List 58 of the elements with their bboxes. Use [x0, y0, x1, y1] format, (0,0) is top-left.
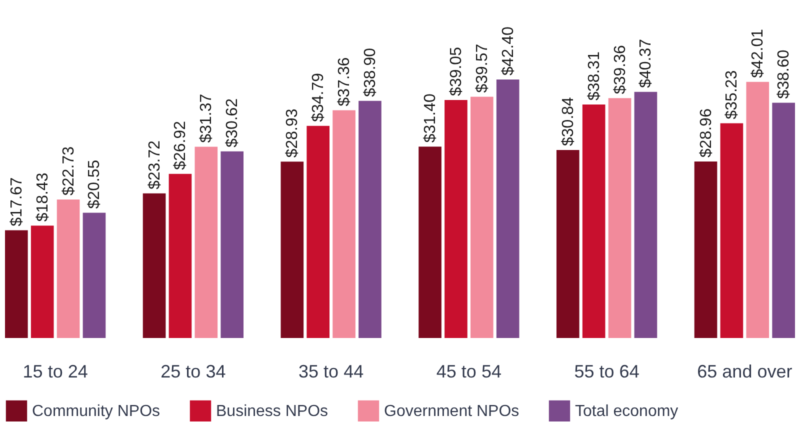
x-tick-label: 15 to 24	[22, 362, 88, 382]
data-label: $31.37	[198, 94, 216, 143]
bar	[418, 146, 442, 338]
data-label: $39.36	[612, 45, 629, 94]
x-tick-label: 45 to 54	[436, 362, 502, 382]
bar	[772, 102, 795, 338]
data-label: $38.60	[776, 50, 793, 99]
bar	[306, 126, 330, 338]
data-label: $34.79	[310, 72, 328, 122]
data-label: $35.23	[724, 70, 741, 120]
bar	[220, 151, 244, 338]
x-tick-label: 35 to 44	[298, 362, 364, 382]
data-label: $39.05	[448, 46, 465, 96]
data-label: $39.57	[474, 44, 491, 93]
x-tick-label: 55 to 64	[574, 362, 640, 382]
data-label: $17.67	[8, 177, 26, 226]
data-label: $26.92	[172, 120, 190, 170]
bar	[556, 150, 580, 338]
bar	[194, 146, 218, 338]
bar	[56, 199, 80, 338]
data-label: $18.43	[34, 172, 52, 222]
data-label: $37.36	[336, 57, 354, 106]
bar	[444, 100, 468, 338]
data-label: $38.90	[362, 48, 379, 97]
bar	[746, 82, 770, 338]
legend-label: Total economy	[575, 402, 678, 420]
bar	[280, 162, 304, 338]
x-tick-label: 25 to 34	[160, 362, 226, 382]
data-label: $30.84	[560, 96, 577, 146]
bar	[634, 92, 658, 338]
bar	[720, 123, 744, 338]
data-label: $20.55	[86, 160, 104, 209]
data-label: $31.40	[422, 94, 440, 143]
bar	[82, 212, 106, 338]
bar	[5, 230, 28, 338]
bar	[168, 174, 192, 338]
data-label: $42.40	[500, 26, 517, 76]
bar	[358, 100, 382, 338]
data-label: $38.31	[586, 51, 603, 100]
bar	[608, 98, 632, 338]
bar	[694, 161, 718, 338]
data-label: $23.72	[146, 140, 164, 190]
data-label: $28.96	[698, 108, 715, 158]
bar	[142, 193, 166, 338]
legend-label: Community NPOs	[32, 402, 160, 420]
legend-label: Business NPOs	[216, 402, 328, 420]
data-label: $22.73	[60, 146, 78, 196]
bar	[332, 110, 356, 338]
bar	[496, 80, 520, 338]
data-label: $28.93	[284, 108, 302, 158]
data-label: $42.01	[750, 28, 767, 78]
bar	[582, 104, 606, 338]
legend-label: Government NPOs	[384, 402, 520, 420]
data-label: $40.37	[638, 38, 655, 88]
bar	[30, 226, 54, 338]
data-label: $30.62	[224, 98, 242, 148]
x-tick-label: 65 and over	[697, 362, 792, 382]
bar	[470, 96, 494, 338]
